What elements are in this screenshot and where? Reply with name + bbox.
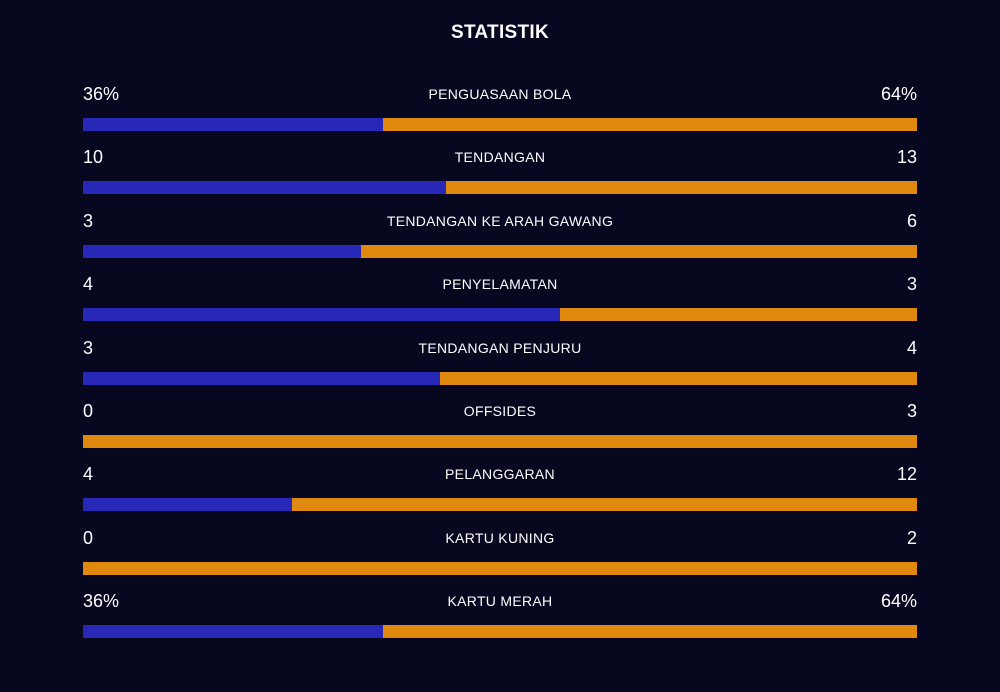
stat-bar [83,308,917,322]
stat-row: 36% KARTU MERAH 64% [83,588,917,651]
away-bar-segment [445,181,917,195]
home-bar-segment [83,244,361,258]
home-value: 0 [83,400,94,421]
away-value: 12 [896,464,917,485]
stat-bar [83,181,917,195]
away-value: 2 [906,527,917,548]
home-value: 36% [83,591,120,612]
away-value: 6 [906,210,917,231]
away-value: 13 [896,147,917,168]
home-bar-segment [83,498,292,512]
away-bar-segment [83,434,917,448]
home-bar-segment [83,625,384,639]
away-value: 64% [880,591,917,612]
stat-label: PENGUASAAN BOLA [428,86,572,102]
stat-bar [83,561,917,575]
stat-row: 4 PENYELAMATAN 3 [83,271,917,334]
stat-row: 10 TENDANGAN 13 [83,144,917,207]
stat-label: KARTU KUNING [445,529,555,546]
home-value: 36% [83,84,120,104]
stat-label: OFFSIDES [463,402,537,419]
stat-bar [83,498,917,512]
stat-label: KARTU MERAH [447,593,553,610]
away-bar-segment [440,371,917,385]
stat-label: PELANGGARAN [445,466,555,483]
away-value: 4 [906,337,917,358]
home-bar-segment [83,308,560,322]
away-bar-segment [383,625,917,639]
stat-bar [83,244,917,258]
stats-list: 36% PENGUASAAN BOLA 64% 10 TENDANGAN 13 3 TENDA… [83,81,917,652]
home-value: 3 [83,210,94,231]
home-value: 3 [83,337,94,358]
home-bar-segment [83,371,441,385]
home-bar-segment [83,118,384,131]
away-value: 3 [906,274,917,295]
away-bar-segment [83,561,917,575]
stat-row: 3 TENDANGAN PENJURU 4 [83,335,917,398]
away-bar-segment [291,498,917,512]
stat-bar [83,625,917,639]
away-value: 3 [906,400,917,421]
stat-row: 4 PELANGGARAN 12 [83,461,917,524]
home-bar-segment [83,181,446,195]
stat-label: TENDANGAN PENJURU [418,339,582,356]
stat-bar [83,118,917,131]
stat-label: PENYELAMATAN [442,276,558,293]
stat-row: 3 TENDANGAN KE ARAH GAWANG 6 [83,208,917,271]
stat-row: 36% PENGUASAAN BOLA 64% [83,81,917,144]
chart-title: STATISTIK [450,22,550,43]
stat-bar [83,434,917,448]
away-bar-segment [383,118,917,131]
stat-row: 0 OFFSIDES 3 [83,398,917,461]
home-value: 0 [83,527,94,548]
home-value: 4 [83,464,94,485]
stat-row: 0 KARTU KUNING 2 [83,525,917,588]
away-value: 64% [880,84,917,104]
stat-label: TENDANGAN [454,149,546,166]
stat-label: TENDANGAN KE ARAH GAWANG [386,212,614,229]
away-bar-segment [559,308,917,322]
home-value: 10 [83,147,104,168]
home-value: 4 [83,274,94,295]
away-bar-segment [360,244,917,258]
stat-bar [83,371,917,385]
